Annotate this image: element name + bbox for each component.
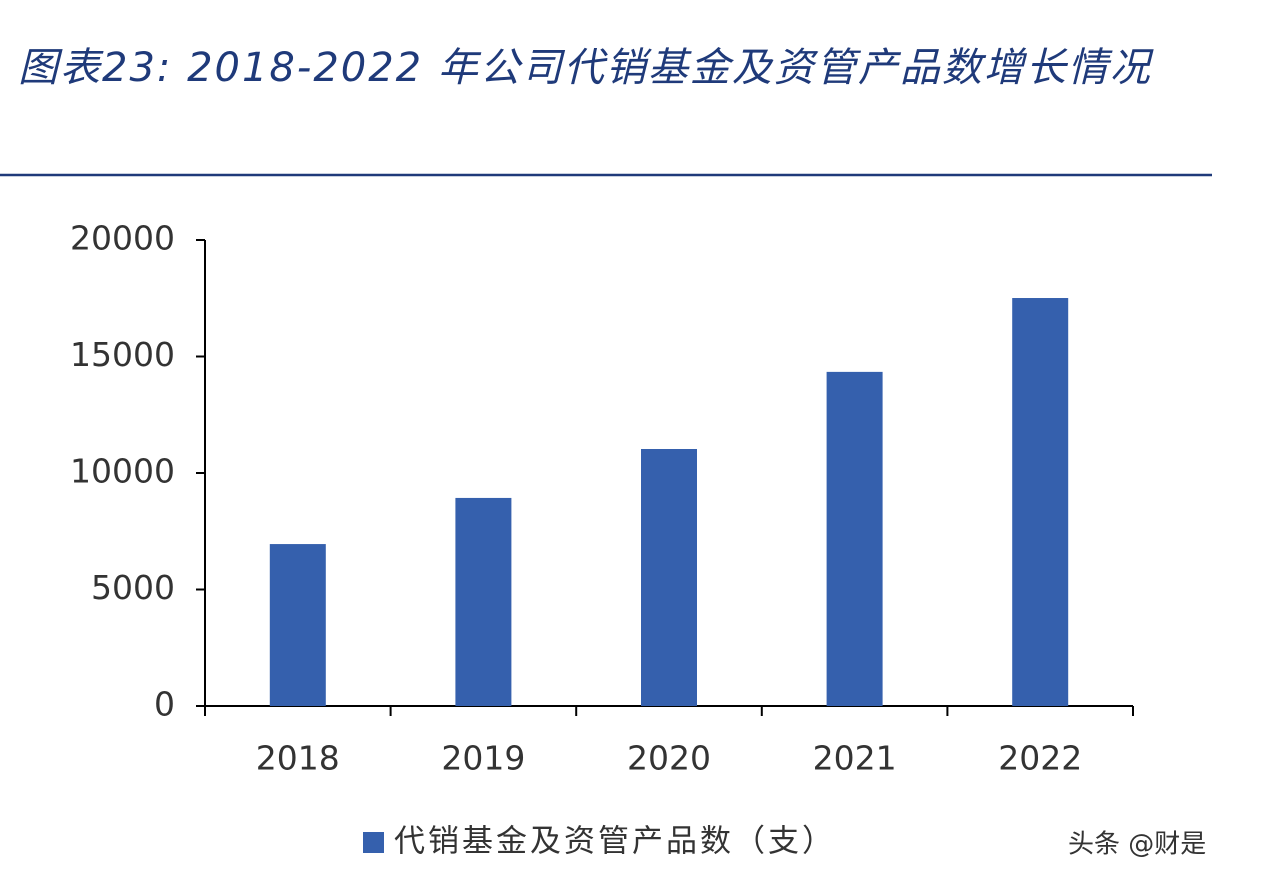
y-tick-label: 5000 [91, 568, 175, 607]
y-tick-label: 0 [154, 685, 175, 724]
chart-title: 图表23: 2018-2022 年公司代销基金及资管产品数增长情况 [18, 45, 1152, 91]
y-tick-label: 20000 [70, 219, 175, 258]
bar [641, 449, 697, 706]
legend-swatch [363, 832, 384, 853]
x-tick-label: 2022 [998, 739, 1082, 778]
x-tick-label: 2019 [441, 739, 525, 778]
bar [1012, 298, 1069, 706]
x-tick-label: 2018 [256, 739, 340, 778]
y-tick-label: 15000 [70, 335, 175, 374]
y-tick-label: 10000 [70, 452, 175, 491]
bar [455, 497, 512, 706]
legend-label: 代销基金及资管产品数（支） [394, 824, 836, 860]
bar [269, 544, 326, 706]
watermark: 头条 @财是 [1068, 830, 1206, 860]
bar [826, 371, 883, 706]
x-tick-label: 2021 [813, 739, 897, 778]
x-tick-label: 2020 [627, 739, 711, 778]
